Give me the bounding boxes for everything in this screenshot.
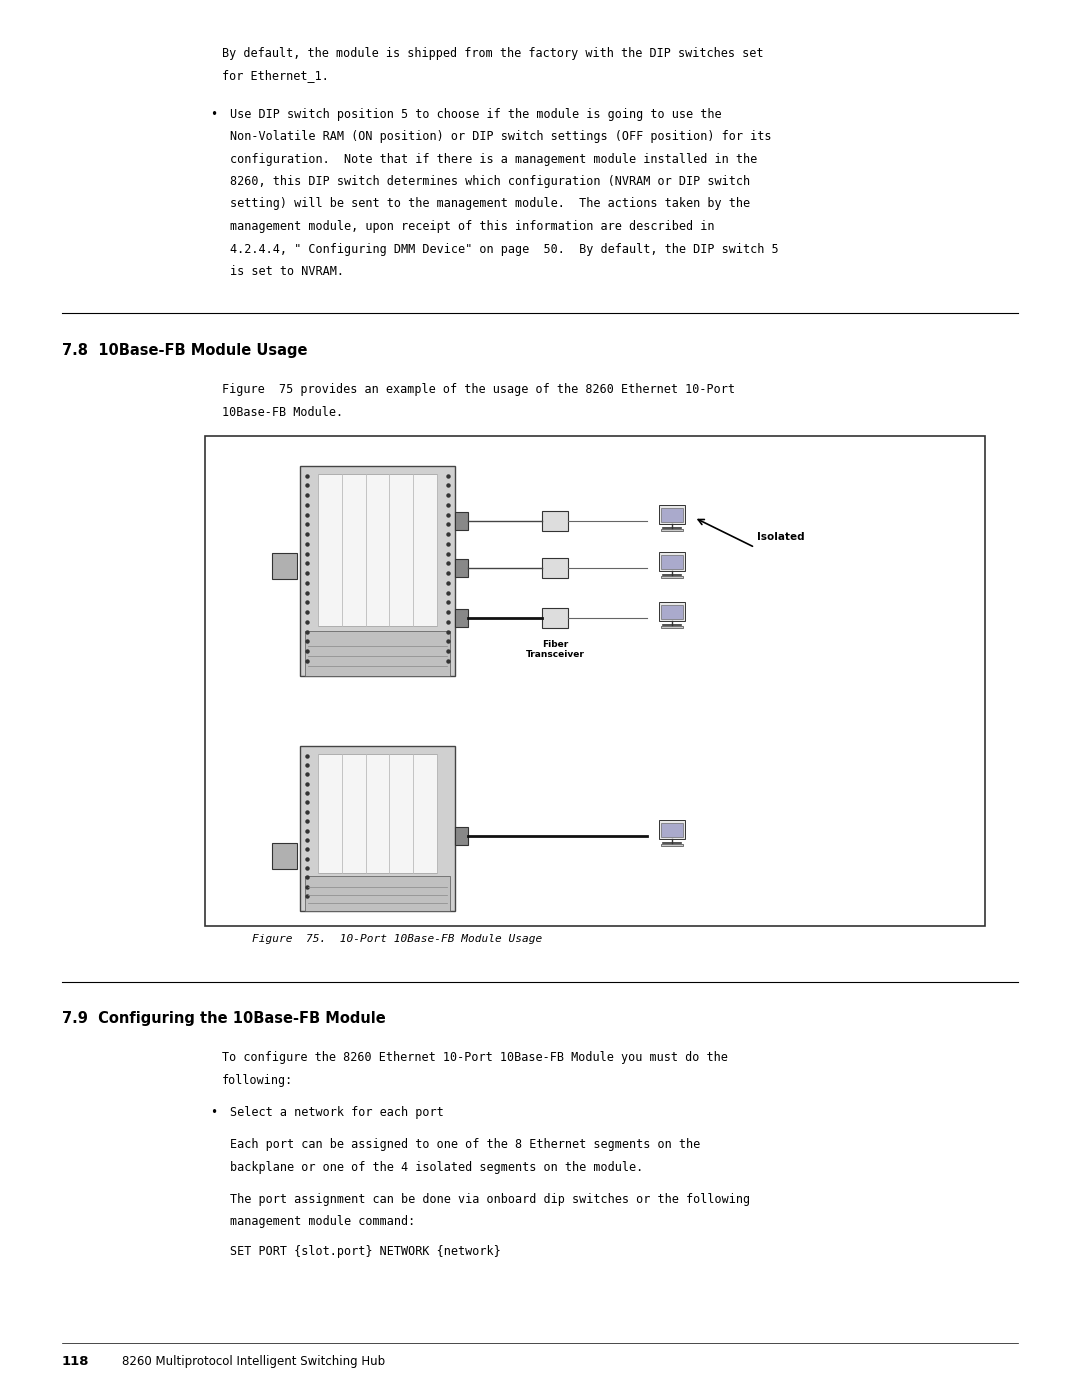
Bar xyxy=(542,557,568,577)
Text: 7.9  Configuring the 10Base-FB Module: 7.9 Configuring the 10Base-FB Module xyxy=(62,1011,386,1027)
Bar xyxy=(659,552,686,571)
Bar xyxy=(300,746,455,911)
Bar xyxy=(661,844,684,847)
Text: is set to NVRAM.: is set to NVRAM. xyxy=(230,265,345,278)
Text: 8260 Multiprotocol Intelligent Switching Hub: 8260 Multiprotocol Intelligent Switching… xyxy=(122,1355,386,1368)
Text: Use DIP switch position 5 to choose if the module is going to use the: Use DIP switch position 5 to choose if t… xyxy=(230,108,721,120)
Text: To configure the 8260 Ethernet 10-Port 10Base-FB Module you must do the: To configure the 8260 Ethernet 10-Port 1… xyxy=(222,1052,728,1065)
Bar xyxy=(661,605,683,619)
Bar xyxy=(542,510,568,531)
Bar xyxy=(455,511,468,529)
Text: configuration.  Note that if there is a management module installed in the: configuration. Note that if there is a m… xyxy=(230,152,757,165)
Text: 8260, this DIP switch determines which configuration (NVRAM or DIP switch: 8260, this DIP switch determines which c… xyxy=(230,175,751,189)
Bar xyxy=(205,436,985,925)
Bar xyxy=(659,602,686,622)
Text: Each port can be assigned to one of the 8 Ethernet segments on the: Each port can be assigned to one of the … xyxy=(230,1139,700,1151)
Text: By default, the module is shipped from the factory with the DIP switches set: By default, the module is shipped from t… xyxy=(222,47,764,60)
Bar xyxy=(455,609,468,626)
Bar xyxy=(300,465,455,676)
Text: for Ethernet_1.: for Ethernet_1. xyxy=(222,70,329,82)
Text: following:: following: xyxy=(222,1074,294,1087)
Bar xyxy=(272,552,297,578)
Text: •: • xyxy=(210,1106,217,1119)
Bar xyxy=(661,507,683,522)
Text: 118: 118 xyxy=(62,1355,90,1368)
Bar xyxy=(659,506,686,524)
Text: SET PORT {slot.port} NETWORK {network}: SET PORT {slot.port} NETWORK {network} xyxy=(230,1245,501,1259)
Bar xyxy=(661,577,684,578)
Text: setting) will be sent to the management module.  The actions taken by the: setting) will be sent to the management … xyxy=(230,197,751,211)
Bar xyxy=(318,474,437,626)
Text: Figure  75.  10-Port 10Base-FB Module Usage: Figure 75. 10-Port 10Base-FB Module Usag… xyxy=(252,933,542,943)
Bar xyxy=(661,823,683,837)
Bar xyxy=(661,529,684,531)
Bar xyxy=(661,555,683,569)
Bar xyxy=(305,630,450,676)
Bar xyxy=(455,559,468,577)
Text: Fiber
Transceiver: Fiber Transceiver xyxy=(526,640,584,659)
Text: The port assignment can be done via onboard dip switches or the following: The port assignment can be done via onbo… xyxy=(230,1193,751,1206)
Bar xyxy=(318,753,437,873)
Text: 4.2.4.4, " Configuring DMM Device" on page  50.  By default, the DIP switch 5: 4.2.4.4, " Configuring DMM Device" on pa… xyxy=(230,243,779,256)
Text: 7.8  10Base-FB Module Usage: 7.8 10Base-FB Module Usage xyxy=(62,344,308,358)
Text: Non-Volatile RAM (ON position) or DIP switch settings (OFF position) for its: Non-Volatile RAM (ON position) or DIP sw… xyxy=(230,130,771,142)
Text: Figure  75 provides an example of the usage of the 8260 Ethernet 10-Port: Figure 75 provides an example of the usa… xyxy=(222,383,735,395)
Text: backplane or one of the 4 isolated segments on the module.: backplane or one of the 4 isolated segme… xyxy=(230,1161,644,1173)
Text: •: • xyxy=(210,108,217,120)
Text: Select a network for each port: Select a network for each port xyxy=(230,1106,444,1119)
Bar xyxy=(659,820,686,840)
Text: 10Base-FB Module.: 10Base-FB Module. xyxy=(222,405,343,419)
Bar xyxy=(542,608,568,627)
Bar xyxy=(272,842,297,869)
Text: Isolated: Isolated xyxy=(757,531,805,542)
Text: management module command:: management module command: xyxy=(230,1215,415,1228)
Bar xyxy=(455,827,468,845)
Bar xyxy=(661,626,684,629)
Bar xyxy=(305,876,450,911)
Text: management module, upon receipt of this information are described in: management module, upon receipt of this … xyxy=(230,219,715,233)
